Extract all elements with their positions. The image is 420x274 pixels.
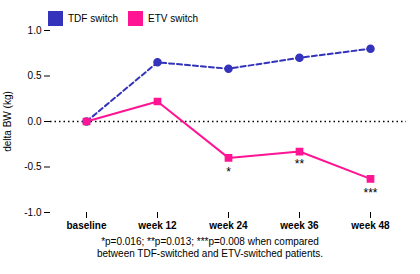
- svg-text:week 12: week 12: [137, 220, 177, 231]
- svg-text:0.0: 0.0: [28, 116, 42, 127]
- svg-text:week 36: week 36: [279, 220, 319, 231]
- html-text:ETV switch: ETV switch: [148, 13, 198, 24]
- svg-text:1.0: 1.0: [28, 25, 42, 36]
- html-text:*p=0.016; **p=0.013; ***p=0.00: *p=0.016; **p=0.013; ***p=0.008 when com…: [101, 236, 319, 247]
- html-text:TDF switch: TDF switch: [68, 13, 118, 24]
- html-text:between TDF-switched and ETV-s: between TDF-switched and ETV-switched pa…: [97, 248, 323, 259]
- svg-text:0.5: 0.5: [28, 70, 42, 81]
- svg-text:delta BW (kg): delta BW (kg): [2, 91, 13, 152]
- svg-text:baseline: baseline: [66, 220, 106, 231]
- svg-text:**: **: [295, 157, 305, 171]
- svg-text:*: *: [226, 165, 231, 179]
- svg-text:week 48: week 48: [350, 220, 390, 231]
- svg-text:***: ***: [363, 186, 377, 200]
- svg-text:week 24: week 24: [208, 220, 248, 231]
- svg-text:-0.5: -0.5: [24, 161, 42, 172]
- svg-text:-1.0: -1.0: [24, 207, 42, 218]
